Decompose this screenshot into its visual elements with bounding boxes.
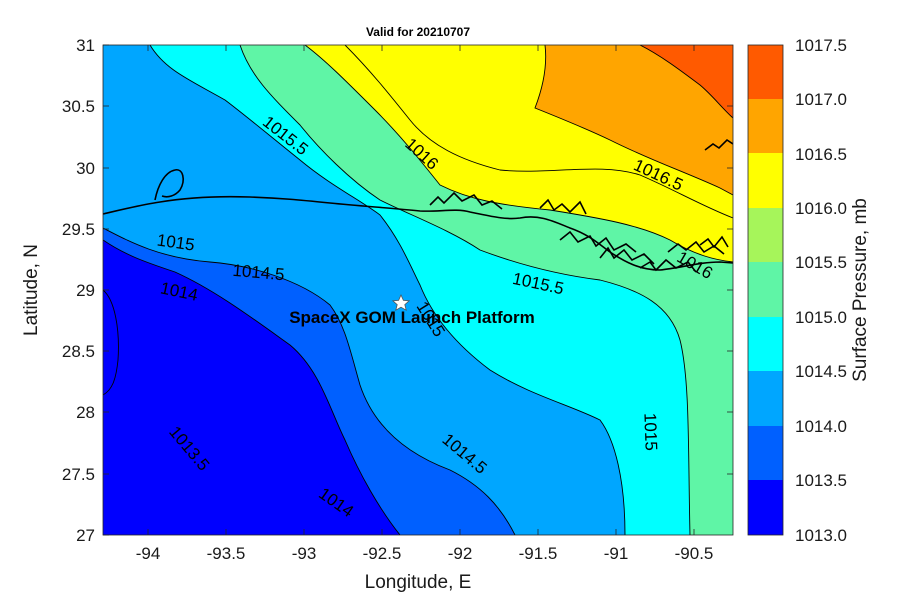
x-tick-label: -93 (292, 544, 317, 563)
x-tick-label: -93.5 (207, 544, 246, 563)
contour-line (103, 227, 516, 535)
y-tick-label: 28.5 (62, 342, 95, 361)
y-axis-label: Latitude, N (21, 244, 42, 336)
x-tick-label: -91.5 (519, 544, 558, 563)
band-1016-5 (535, 45, 733, 195)
platform-label: SpaceX GOM Launch Platform (289, 308, 535, 327)
contour-line (534, 45, 733, 196)
x-axis: -94 -93.5 -93 -92.5 -92 -91.5 -91 -90.5 … (136, 45, 714, 593)
coastline-inlet (154, 169, 184, 201)
band-1017-0 (640, 45, 733, 118)
x-tick-label: -92 (448, 544, 473, 563)
y-tick-label: 29.5 (62, 220, 95, 239)
map-title: Valid for 20210707 (366, 25, 470, 39)
colorbar-swatch (748, 99, 783, 153)
x-tick-label: -94 (136, 544, 161, 563)
colorbar-tick-label: 1015.5 (795, 253, 847, 272)
contour-line (239, 45, 691, 535)
colorbar-swatch (748, 371, 783, 426)
colorbar-tick-label: 1016.0 (795, 199, 847, 218)
colorbar-frame (747, 44, 784, 536)
colorbar-tick-label: 1017.5 (795, 36, 847, 55)
colorbar-tick-label: 1013.0 (795, 526, 847, 545)
y-tick-label: 30 (76, 159, 95, 178)
colorbar-tick-label: 1017.0 (795, 90, 847, 109)
colorbar-tick-label: 1016.5 (795, 145, 847, 164)
y-tick-label: 27 (76, 526, 95, 545)
contour-line (639, 45, 733, 119)
y-tick-label: 28 (76, 403, 95, 422)
colorbar-tick-label: 1014.5 (795, 362, 847, 381)
coastline-marsh (429, 138, 733, 273)
contour-line (344, 45, 733, 219)
x-axis-label: Longitude, E (365, 572, 472, 593)
x-tick-label: -91 (604, 544, 629, 563)
colorbar-tick-label: 1014.0 (795, 417, 847, 436)
coastline (103, 138, 733, 273)
colorbar-label: Surface Pressure, mb (850, 198, 871, 382)
colorbar-swatch (748, 480, 783, 535)
y-tick-label: 27.5 (62, 465, 95, 484)
x-tick-label: -92.5 (363, 544, 402, 563)
contour-fill (103, 45, 733, 535)
x-tick-label: -90.5 (675, 544, 714, 563)
contour-label: 1015 (640, 413, 660, 451)
colorbar-tick-label: 1013.5 (795, 471, 847, 490)
colorbar-swatch (748, 317, 783, 371)
y-axis: 31 30.5 30 29.5 29 28.5 28 27.5 27 Latit… (21, 36, 733, 545)
contour-line (103, 239, 401, 535)
colorbar-swatch (748, 208, 783, 262)
y-tick-label: 30.5 (62, 97, 95, 116)
contour-label: 1014.5 (232, 261, 285, 284)
contour-line (103, 289, 119, 396)
y-tick-label: 31 (76, 36, 95, 55)
star-icon (391, 294, 411, 312)
colorbar-swatch (748, 153, 783, 208)
y-tick-label: 29 (76, 281, 95, 300)
coastline-line (103, 195, 733, 271)
colorbar-swatch (748, 426, 783, 480)
contour-lines (103, 45, 733, 535)
colorbar-tick-label: 1015.0 (795, 308, 847, 327)
contour-line (149, 45, 626, 535)
launch-platform-marker: SpaceX GOM Launch Platform (289, 294, 535, 327)
colorbar-swatch (748, 262, 783, 317)
colorbar: 1017.5 1017.0 1016.5 1016.0 1015.5 1015.… (747, 36, 871, 545)
colorbar-swatch (748, 45, 783, 99)
